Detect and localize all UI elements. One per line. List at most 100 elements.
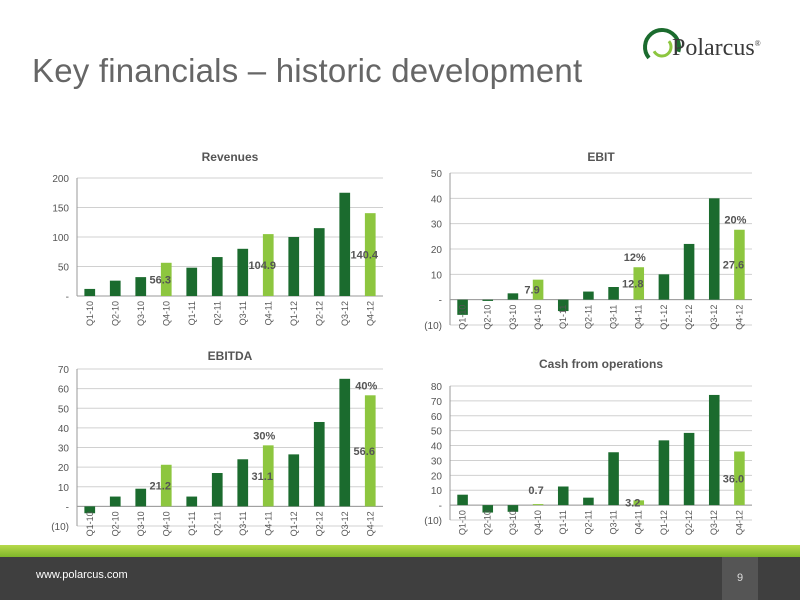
y-tick-label: 30 — [431, 220, 443, 231]
x-tick-label: Q4-12 — [365, 511, 375, 536]
percentage-label: 20% — [724, 215, 746, 227]
x-tick-label: Q4-10 — [533, 305, 543, 330]
x-tick-label: Q1-10 — [85, 301, 95, 326]
footer-url[interactable]: www.polarcus.com — [36, 569, 128, 581]
y-tick-label: 60 — [431, 412, 443, 423]
y-tick-label: - — [66, 292, 69, 303]
x-tick-label: Q1-12 — [289, 301, 299, 326]
x-tick-label: Q3-11 — [609, 510, 619, 534]
x-tick-label: Q2-10 — [110, 301, 120, 326]
x-tick-label: Q1-11 — [187, 301, 197, 325]
data-label: 140.4 — [350, 250, 378, 262]
bar — [583, 497, 594, 506]
bar — [135, 488, 147, 507]
bar — [482, 505, 494, 513]
bar — [211, 473, 223, 507]
y-tick-label: - — [439, 296, 442, 307]
bar — [288, 454, 300, 507]
bar — [633, 267, 645, 300]
footer-green-band — [0, 545, 800, 557]
y-tick-label: (10) — [51, 522, 69, 533]
cash-from-operations-chart: Cash from operations (10) - 10 20 30 40 50 60 70 8… — [424, 357, 752, 535]
bar — [160, 262, 172, 296]
logo-text: Polarcus® — [672, 35, 761, 61]
y-tick-label: 200 — [52, 174, 69, 185]
bar — [339, 378, 351, 507]
x-tick-label: Q2-10 — [483, 305, 493, 330]
x-tick-label: Q3-11 — [609, 305, 619, 329]
footer-bar — [0, 557, 800, 600]
bar — [186, 267, 198, 296]
bar — [237, 248, 249, 296]
x-tick-label: Q3-10 — [136, 511, 146, 536]
bar — [262, 234, 274, 296]
bar — [658, 274, 670, 300]
x-tick-label: Q3-12 — [340, 301, 350, 326]
bar — [532, 504, 544, 506]
bar — [633, 500, 645, 506]
bar — [658, 440, 670, 506]
x-tick-label: Q3-12 — [709, 510, 719, 535]
x-tick-label: Q1-10 — [458, 305, 468, 330]
bar — [583, 291, 594, 300]
bar — [457, 494, 468, 506]
bar — [288, 237, 300, 296]
y-tick-label: 40 — [58, 424, 70, 435]
data-label: 56.3 — [150, 274, 171, 286]
x-tick-label: Q4-10 — [161, 511, 171, 536]
x-tick-label: Q4-12 — [365, 301, 375, 326]
x-tick-label: Q4-10 — [533, 510, 543, 535]
polarcus-logo-icon — [643, 28, 681, 66]
bar — [211, 257, 223, 296]
x-tick-label: Q4-12 — [734, 510, 744, 535]
percentage-label: 12% — [624, 252, 646, 264]
y-tick-label: 50 — [431, 169, 443, 180]
y-tick-label: 50 — [58, 263, 70, 274]
bar — [135, 277, 147, 296]
x-tick-label: Q3-10 — [508, 305, 518, 330]
bar — [507, 505, 519, 512]
ebit-chart: EBIT (10) - 10 20 30 40 50 Q1-10 Q2-10 Q3-10 Q4-10 Q… — [424, 150, 752, 332]
y-tick-label: 80 — [431, 382, 443, 393]
x-tick-label: Q2-10 — [483, 510, 493, 535]
y-tick-label: 20 — [431, 245, 443, 256]
bar — [160, 464, 172, 507]
x-tick-label: Q2-12 — [684, 305, 694, 330]
y-tick-label: 150 — [52, 204, 69, 215]
y-tick-label: 10 — [431, 270, 443, 281]
data-label: 31.1 — [252, 471, 273, 483]
bar — [313, 421, 325, 507]
y-tick-label: - — [66, 502, 69, 513]
x-tick-label: Q2-11 — [583, 510, 593, 534]
bar — [482, 299, 494, 301]
x-tick-label: Q4-12 — [734, 305, 744, 330]
chart-title: Cash from operations — [539, 357, 663, 371]
y-tick-label: 50 — [431, 427, 443, 438]
bar — [109, 280, 121, 296]
data-label: 7.9 — [524, 285, 539, 297]
bar — [557, 486, 569, 506]
x-tick-label: Q3-10 — [508, 510, 518, 535]
x-tick-label: Q1-11 — [558, 510, 568, 534]
bar — [457, 299, 468, 315]
bar — [708, 198, 720, 300]
x-tick-label: Q3-12 — [340, 511, 350, 536]
y-tick-label: (10) — [424, 321, 442, 332]
x-tick-label: Q4-11 — [634, 510, 644, 534]
y-tick-label: 10 — [58, 483, 70, 494]
x-tick-label: Q3-11 — [238, 511, 248, 535]
x-tick-label: Q1-10 — [458, 510, 468, 535]
y-tick-label: (10) — [424, 516, 442, 527]
bar — [186, 496, 198, 507]
footer: www.polarcus.com 9 — [0, 545, 800, 600]
chart-title: Revenues — [202, 150, 259, 164]
chart-title: EBITDA — [208, 349, 253, 363]
bar — [313, 228, 325, 296]
data-label: 21.2 — [150, 481, 171, 493]
data-label: 12.8 — [622, 278, 643, 290]
page-title: Key financials – historic development — [32, 52, 583, 89]
data-label: 36.0 — [723, 473, 744, 485]
y-tick-label: 70 — [58, 365, 70, 376]
bar — [608, 287, 619, 300]
y-tick-label: 40 — [431, 442, 443, 453]
